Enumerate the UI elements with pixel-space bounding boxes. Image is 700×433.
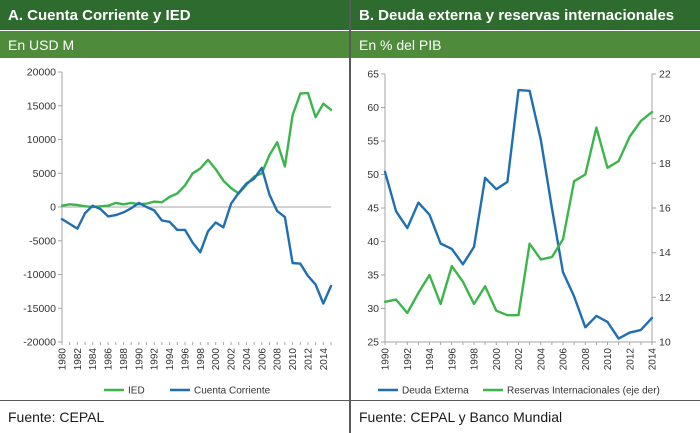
panel-a-subtitle: En USD M: [0, 31, 349, 58]
x-tick-label: 1996: [447, 348, 458, 371]
y-tick-label: -5000: [29, 235, 56, 247]
x-tick-label: 1996: [180, 348, 191, 371]
x-tick-label: 2012: [625, 348, 636, 371]
chart-a-container: 20000 15000 10000 5000 0 -5000 -10000 -15000 -20…: [0, 59, 349, 399]
x-tick-label: 1992: [150, 348, 161, 371]
x-tick-label: 2014: [319, 348, 330, 371]
y-tick-label: -20000: [23, 337, 56, 349]
panel-external-debt: B. Deuda externa y reservas internaciona…: [351, 0, 700, 58]
y2-tick-label: 18: [659, 158, 671, 170]
x-tick-label: 2004: [242, 348, 253, 371]
y-tick-label: 10000: [27, 134, 56, 146]
x-tick-label: 2008: [581, 348, 592, 371]
y-tick-label: 35: [367, 270, 379, 282]
x-tick-label: 1990: [381, 348, 392, 371]
legend-label-ied: IED: [128, 386, 145, 397]
legend-label-deuda-externa: Deuda Externa: [402, 386, 469, 397]
legend-label-cuenta-corriente: Cuenta Corriente: [194, 386, 271, 397]
chart-a: 20000 15000 10000 5000 0 -5000 -10000 -15000 -20…: [23, 67, 333, 397]
y-tick-label: 50: [367, 169, 379, 181]
y2-tick-label: 14: [659, 247, 671, 259]
x-tick-label: 2002: [514, 348, 525, 371]
series-line-cuenta-corriente: [60, 166, 333, 305]
panel-current-account: A. Cuenta Corriente y IED En USD M: [0, 0, 349, 58]
x-tick-label: 2006: [257, 348, 268, 371]
chart-b-container: 65 60 55 50 45 40 35 30 25 22 20 18 16 14 12 10 1990 1992…: [351, 59, 700, 399]
source-a: Fuente: CEPAL: [0, 401, 349, 433]
x-tick-label: 2002: [227, 348, 238, 371]
panel-divider-vertical: [349, 0, 351, 433]
y-tick-label: 55: [367, 136, 379, 148]
y2-tick-label: 12: [659, 292, 671, 304]
y-tick-label: 60: [367, 102, 379, 114]
x-tick-label: 1980: [58, 348, 69, 371]
y-tick-label: -15000: [23, 303, 56, 315]
y-tick-label: 65: [367, 69, 379, 81]
x-tick-label: 1998: [470, 348, 481, 371]
x-tick-label: 2012: [303, 348, 314, 371]
x-tick-label: 1984: [88, 348, 99, 371]
y-tick-label: 0: [50, 202, 56, 214]
x-tick-label: 2004: [536, 348, 547, 371]
x-tick-label: 1994: [425, 348, 436, 371]
x-tick-label: 1998: [196, 348, 207, 371]
x-tick-label: 2000: [211, 348, 222, 371]
x-tick-label: 1988: [119, 348, 130, 371]
y2-tick-label: 10: [659, 337, 671, 349]
panel-b-title: B. Deuda externa y reservas internaciona…: [351, 0, 700, 30]
y2-tick-label: 22: [659, 69, 671, 81]
y-tick-label: 25: [367, 337, 379, 349]
y-tick-label: -10000: [23, 269, 56, 281]
x-tick-label: 1994: [165, 348, 176, 371]
x-tick-label: 2010: [288, 348, 299, 371]
x-tick-label: 1986: [104, 348, 115, 371]
y-tick-label: 15000: [27, 100, 56, 112]
y-tick-label: 40: [367, 236, 379, 248]
series-line-reservas-internacionales-eje-der: [383, 110, 654, 317]
x-tick-label: 1992: [403, 348, 414, 371]
series-line-ied: [60, 91, 333, 209]
x-tick-label: 2000: [492, 348, 503, 371]
x-tick-label: 2006: [559, 348, 570, 371]
x-tick-label: 1990: [134, 348, 145, 371]
series-line-deuda-externa: [383, 88, 654, 340]
x-tick-label: 2010: [603, 348, 614, 371]
y-tick-label: 5000: [33, 168, 57, 180]
footer-divider: [0, 400, 700, 401]
legend-label-reservas-internacionales-eje-der: Reservas Internacionales (eje der): [507, 386, 660, 397]
y2-tick-label: 20: [659, 113, 671, 125]
chart-b: 65 60 55 50 45 40 35 30 25 22 20 18 16 14 12 10 1990 1992…: [367, 69, 671, 397]
y-tick-label: 45: [367, 203, 379, 215]
x-tick-label: 2008: [273, 348, 284, 371]
panel-a-title: A. Cuenta Corriente y IED: [0, 0, 349, 30]
x-tick-label: 2014: [648, 348, 659, 371]
y-tick-label: 30: [367, 303, 379, 315]
x-tick-label: 1982: [73, 348, 84, 371]
panel-b-subtitle: En % del PIB: [351, 31, 700, 58]
y-tick-label: 20000: [27, 67, 56, 79]
source-b: Fuente: CEPAL y Banco Mundial: [351, 401, 700, 433]
y2-tick-label: 16: [659, 203, 671, 215]
